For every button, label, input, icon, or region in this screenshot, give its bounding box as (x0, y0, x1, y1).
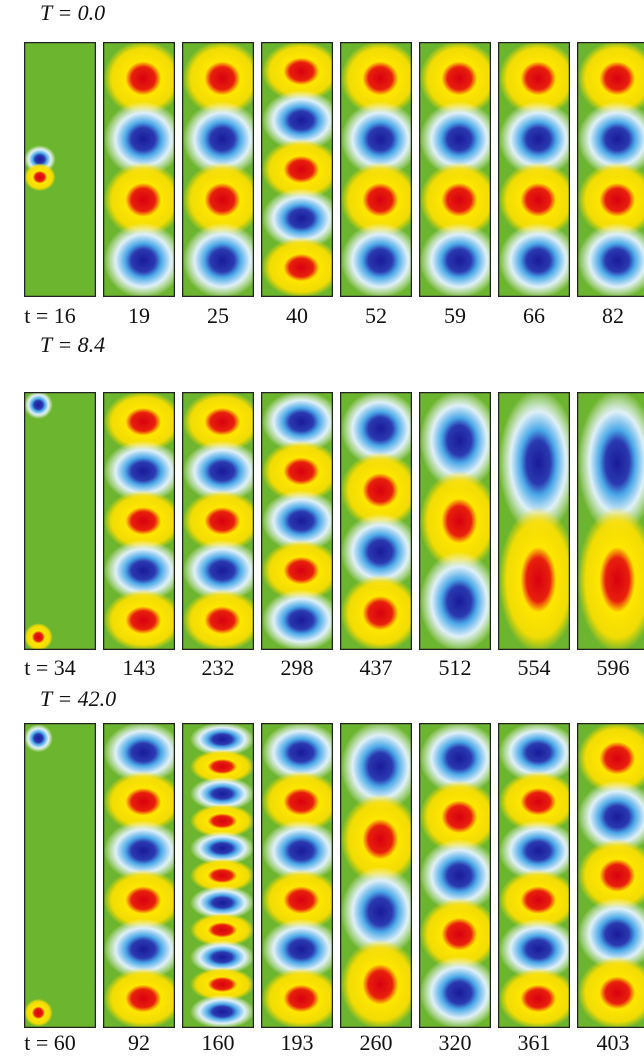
row-title: T = 42.0 (40, 686, 116, 711)
time-label: 40 (286, 303, 308, 328)
field-blob (24, 391, 53, 419)
panel (419, 722, 499, 1029)
field-blob (183, 223, 262, 298)
field-blob (24, 724, 53, 752)
time-label: 260 (360, 1030, 393, 1055)
panel (182, 391, 262, 651)
time-label: 25 (207, 303, 229, 328)
panel (577, 390, 644, 653)
field-blob (262, 237, 341, 298)
field-blob (104, 589, 183, 651)
panel (261, 391, 341, 651)
field-blob (104, 968, 183, 1029)
field-blob (420, 552, 499, 652)
panel (498, 722, 578, 1029)
field-blob (190, 995, 255, 1029)
panel-background (24, 392, 96, 650)
field-blob (262, 589, 341, 651)
time-label: 361 (518, 1030, 551, 1055)
page: T = 0.0 t = 16 19 25 40 52 59 66 82 T = 8.4 t = 34… (0, 0, 644, 1057)
field-blob (341, 575, 420, 651)
field-blob (420, 223, 499, 298)
panel (103, 391, 183, 651)
panel (182, 722, 255, 1028)
panel-background (24, 723, 96, 1028)
panel (419, 390, 499, 651)
row-title: T = 8.4 (40, 332, 105, 357)
field-blob (262, 968, 341, 1029)
field-blob (499, 968, 578, 1029)
field-blob (341, 223, 420, 298)
time-label: 52 (365, 303, 387, 328)
panel (340, 722, 420, 1030)
panel (419, 41, 499, 298)
panel (577, 41, 644, 298)
field-blob (24, 623, 53, 651)
field-blob (24, 999, 53, 1027)
panel (340, 391, 420, 651)
panel (182, 41, 262, 298)
time-label: 59 (444, 303, 466, 328)
field-blob (341, 939, 420, 1029)
time-label: t = 34 (24, 655, 76, 680)
time-label: 82 (602, 303, 624, 328)
field-blob (104, 223, 183, 298)
time-label: 143 (123, 655, 156, 680)
time-label: 437 (360, 655, 393, 680)
row-title: T = 0.0 (40, 0, 105, 25)
time-label: 298 (281, 655, 314, 680)
time-label: 92 (128, 1030, 150, 1055)
panel (24, 723, 96, 1028)
panel (340, 41, 420, 298)
time-label: t = 60 (24, 1030, 76, 1055)
panel (24, 391, 96, 651)
time-label: 193 (281, 1030, 314, 1055)
panel (103, 722, 183, 1029)
time-label: 160 (202, 1030, 235, 1055)
panel (498, 41, 578, 298)
time-label: 512 (439, 655, 472, 680)
time-label: 403 (597, 1030, 630, 1055)
panel (261, 41, 341, 298)
field-blob (183, 589, 262, 651)
panel (498, 390, 578, 653)
field-blob (499, 223, 578, 298)
panel (577, 722, 644, 1029)
field-blob (420, 956, 499, 1029)
time-label: 596 (597, 655, 630, 680)
time-label: 66 (523, 303, 545, 328)
time-label: 320 (439, 1030, 472, 1055)
field-blob (24, 163, 56, 191)
figure: T = 0.0 t = 16 19 25 40 52 59 66 82 T = 8.4 t = 34… (0, 0, 644, 1057)
time-label: 554 (518, 655, 551, 680)
time-label: 232 (202, 655, 235, 680)
field-blob (499, 507, 578, 652)
time-label: t = 16 (24, 303, 76, 328)
panel (24, 42, 96, 297)
panel (261, 722, 341, 1029)
panel (103, 41, 183, 298)
time-label: 19 (128, 303, 150, 328)
